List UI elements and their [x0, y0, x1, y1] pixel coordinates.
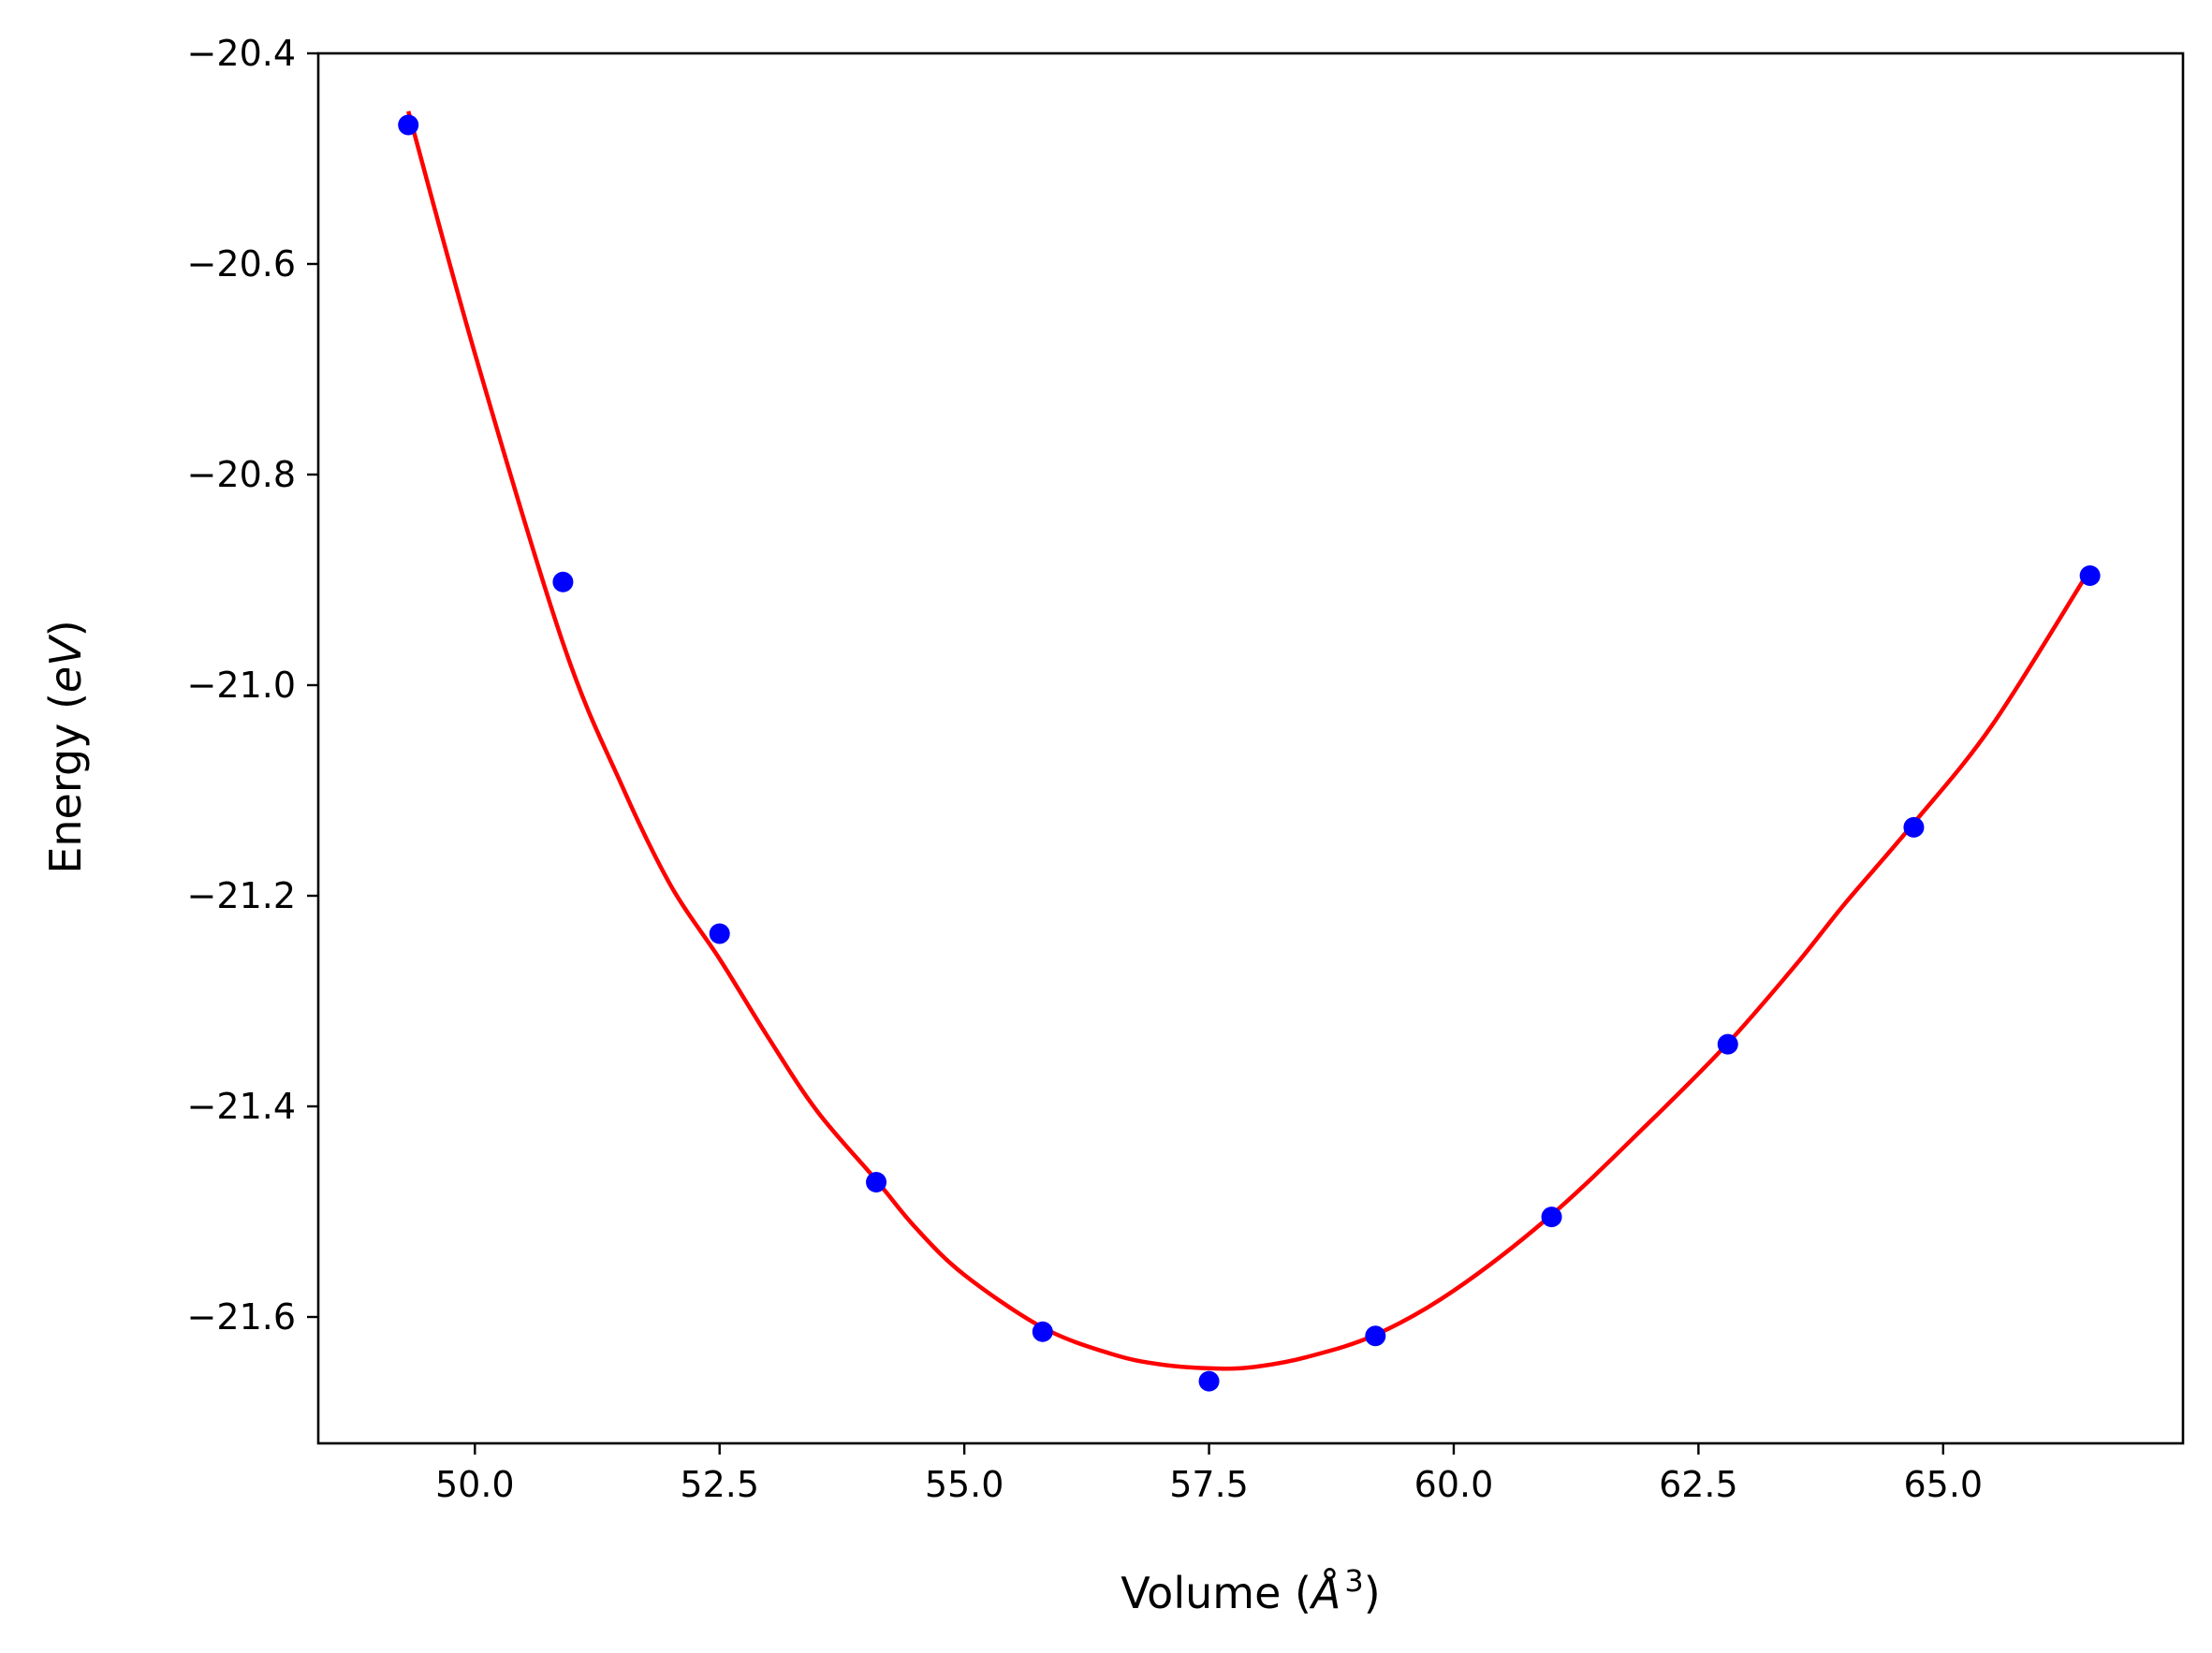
plot-frame — [316, 51, 2185, 1445]
x-tick-label: 65.0 — [1904, 1464, 1984, 1505]
y-tick-label: −21.4 — [187, 1086, 296, 1127]
x-axis-label-exponent: 3 — [1344, 1563, 1363, 1599]
y-axis-label-suffix: ) — [40, 620, 91, 636]
x-axis-ticks: 50.0 52.5 55.0 57.5 60.0 62.5 65.0 — [435, 1443, 1983, 1505]
x-axis-label-suffix: ) — [1364, 1568, 1381, 1618]
data-point — [552, 571, 574, 592]
data-point — [1903, 816, 1925, 838]
y-axis-label-unit: eV — [40, 634, 91, 693]
y-axis-label-prefix: Energy ( — [40, 693, 91, 874]
y-tick-label: −21.2 — [187, 875, 296, 916]
data-point — [1717, 1033, 1738, 1055]
x-tick-label: 60.0 — [1414, 1464, 1494, 1505]
y-tick-label: −20.4 — [187, 33, 296, 74]
x-tick-label: 55.0 — [925, 1464, 1004, 1505]
data-point — [709, 923, 730, 944]
series-layer — [398, 110, 2101, 1392]
y-tick-label: −20.6 — [187, 243, 296, 285]
x-axis-label: Volume (Å 3) — [1121, 1563, 1380, 1618]
x-axis-label-unit: Å — [1309, 1568, 1340, 1618]
data-point — [2079, 565, 2101, 586]
x-tick-label: 50.0 — [435, 1464, 515, 1505]
y-tick-label: −21.6 — [187, 1296, 296, 1338]
data-point — [1365, 1325, 1386, 1347]
data-point — [398, 114, 419, 136]
data-point — [1032, 1321, 1053, 1342]
data-point — [866, 1172, 887, 1192]
data-point — [1198, 1370, 1220, 1392]
fit-curve-line — [406, 110, 2092, 1371]
y-tick-label: −20.8 — [187, 454, 296, 495]
x-tick-label: 62.5 — [1659, 1464, 1738, 1505]
data-point — [1541, 1207, 1562, 1228]
x-tick-label: 57.5 — [1169, 1464, 1249, 1505]
y-axis-ticks: −20.4 −20.6 −20.8 −21.0 −21.2 −21.4 −21.6 — [187, 33, 318, 1338]
y-tick-label: −21.0 — [187, 665, 296, 706]
x-axis-label-prefix: Volume ( — [1121, 1568, 1311, 1618]
x-tick-label: 52.5 — [680, 1464, 759, 1505]
y-axis-label: Energy (eV) — [40, 620, 91, 873]
